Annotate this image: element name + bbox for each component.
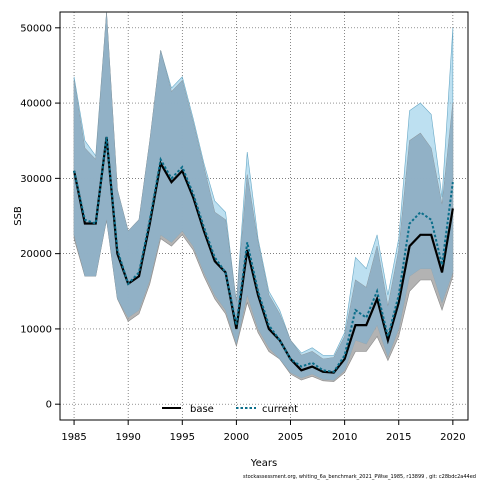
y-tick-label: 10000	[20, 324, 52, 335]
plot-frame	[59, 11, 469, 421]
legend: base current	[162, 404, 298, 415]
y-tick-label: 20000	[20, 249, 52, 260]
x-axis: 1985 1990 1995 2000 2005 2010 2015 2020	[61, 420, 466, 443]
overlap-confidence-band	[74, 12, 453, 381]
y-axis: 0 10000 20000 30000 40000 50000	[20, 23, 60, 411]
footnote: stockassessment.org, whiting_6a_benchmar…	[243, 474, 476, 480]
y-tick-label: 40000	[20, 99, 52, 110]
x-axis-title: Years	[250, 458, 277, 469]
x-tick-label: 2020	[440, 432, 465, 443]
y-tick-label: 30000	[20, 174, 52, 185]
x-tick-label: 1985	[61, 432, 86, 443]
y-tick-label: 0	[46, 400, 52, 411]
x-tick-label: 2015	[386, 432, 411, 443]
confidence-bands	[73, 12, 454, 382]
series-lines	[72, 136, 454, 374]
x-tick-label: 2000	[224, 432, 249, 443]
legend-current-label: current	[262, 404, 298, 415]
legend-base-label: base	[190, 404, 214, 415]
y-axis-title: SSB	[13, 206, 24, 226]
base-line	[72, 136, 454, 374]
x-tick-label: 2010	[332, 432, 357, 443]
y-tick-label: 50000	[20, 23, 52, 34]
x-tick-label: 1990	[115, 432, 140, 443]
current-line	[73, 136, 454, 373]
x-tick-label: 2005	[278, 432, 303, 443]
x-tick-label: 1995	[170, 432, 195, 443]
